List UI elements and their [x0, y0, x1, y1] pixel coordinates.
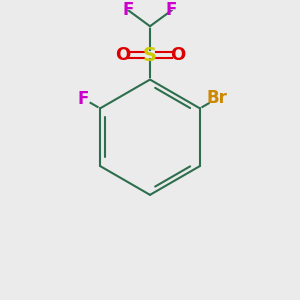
- Text: F: F: [123, 2, 134, 20]
- Text: F: F: [166, 2, 177, 20]
- Text: Br: Br: [207, 89, 228, 107]
- Text: O: O: [115, 46, 130, 64]
- Text: F: F: [77, 90, 89, 108]
- Text: S: S: [143, 46, 157, 64]
- Text: O: O: [170, 46, 185, 64]
